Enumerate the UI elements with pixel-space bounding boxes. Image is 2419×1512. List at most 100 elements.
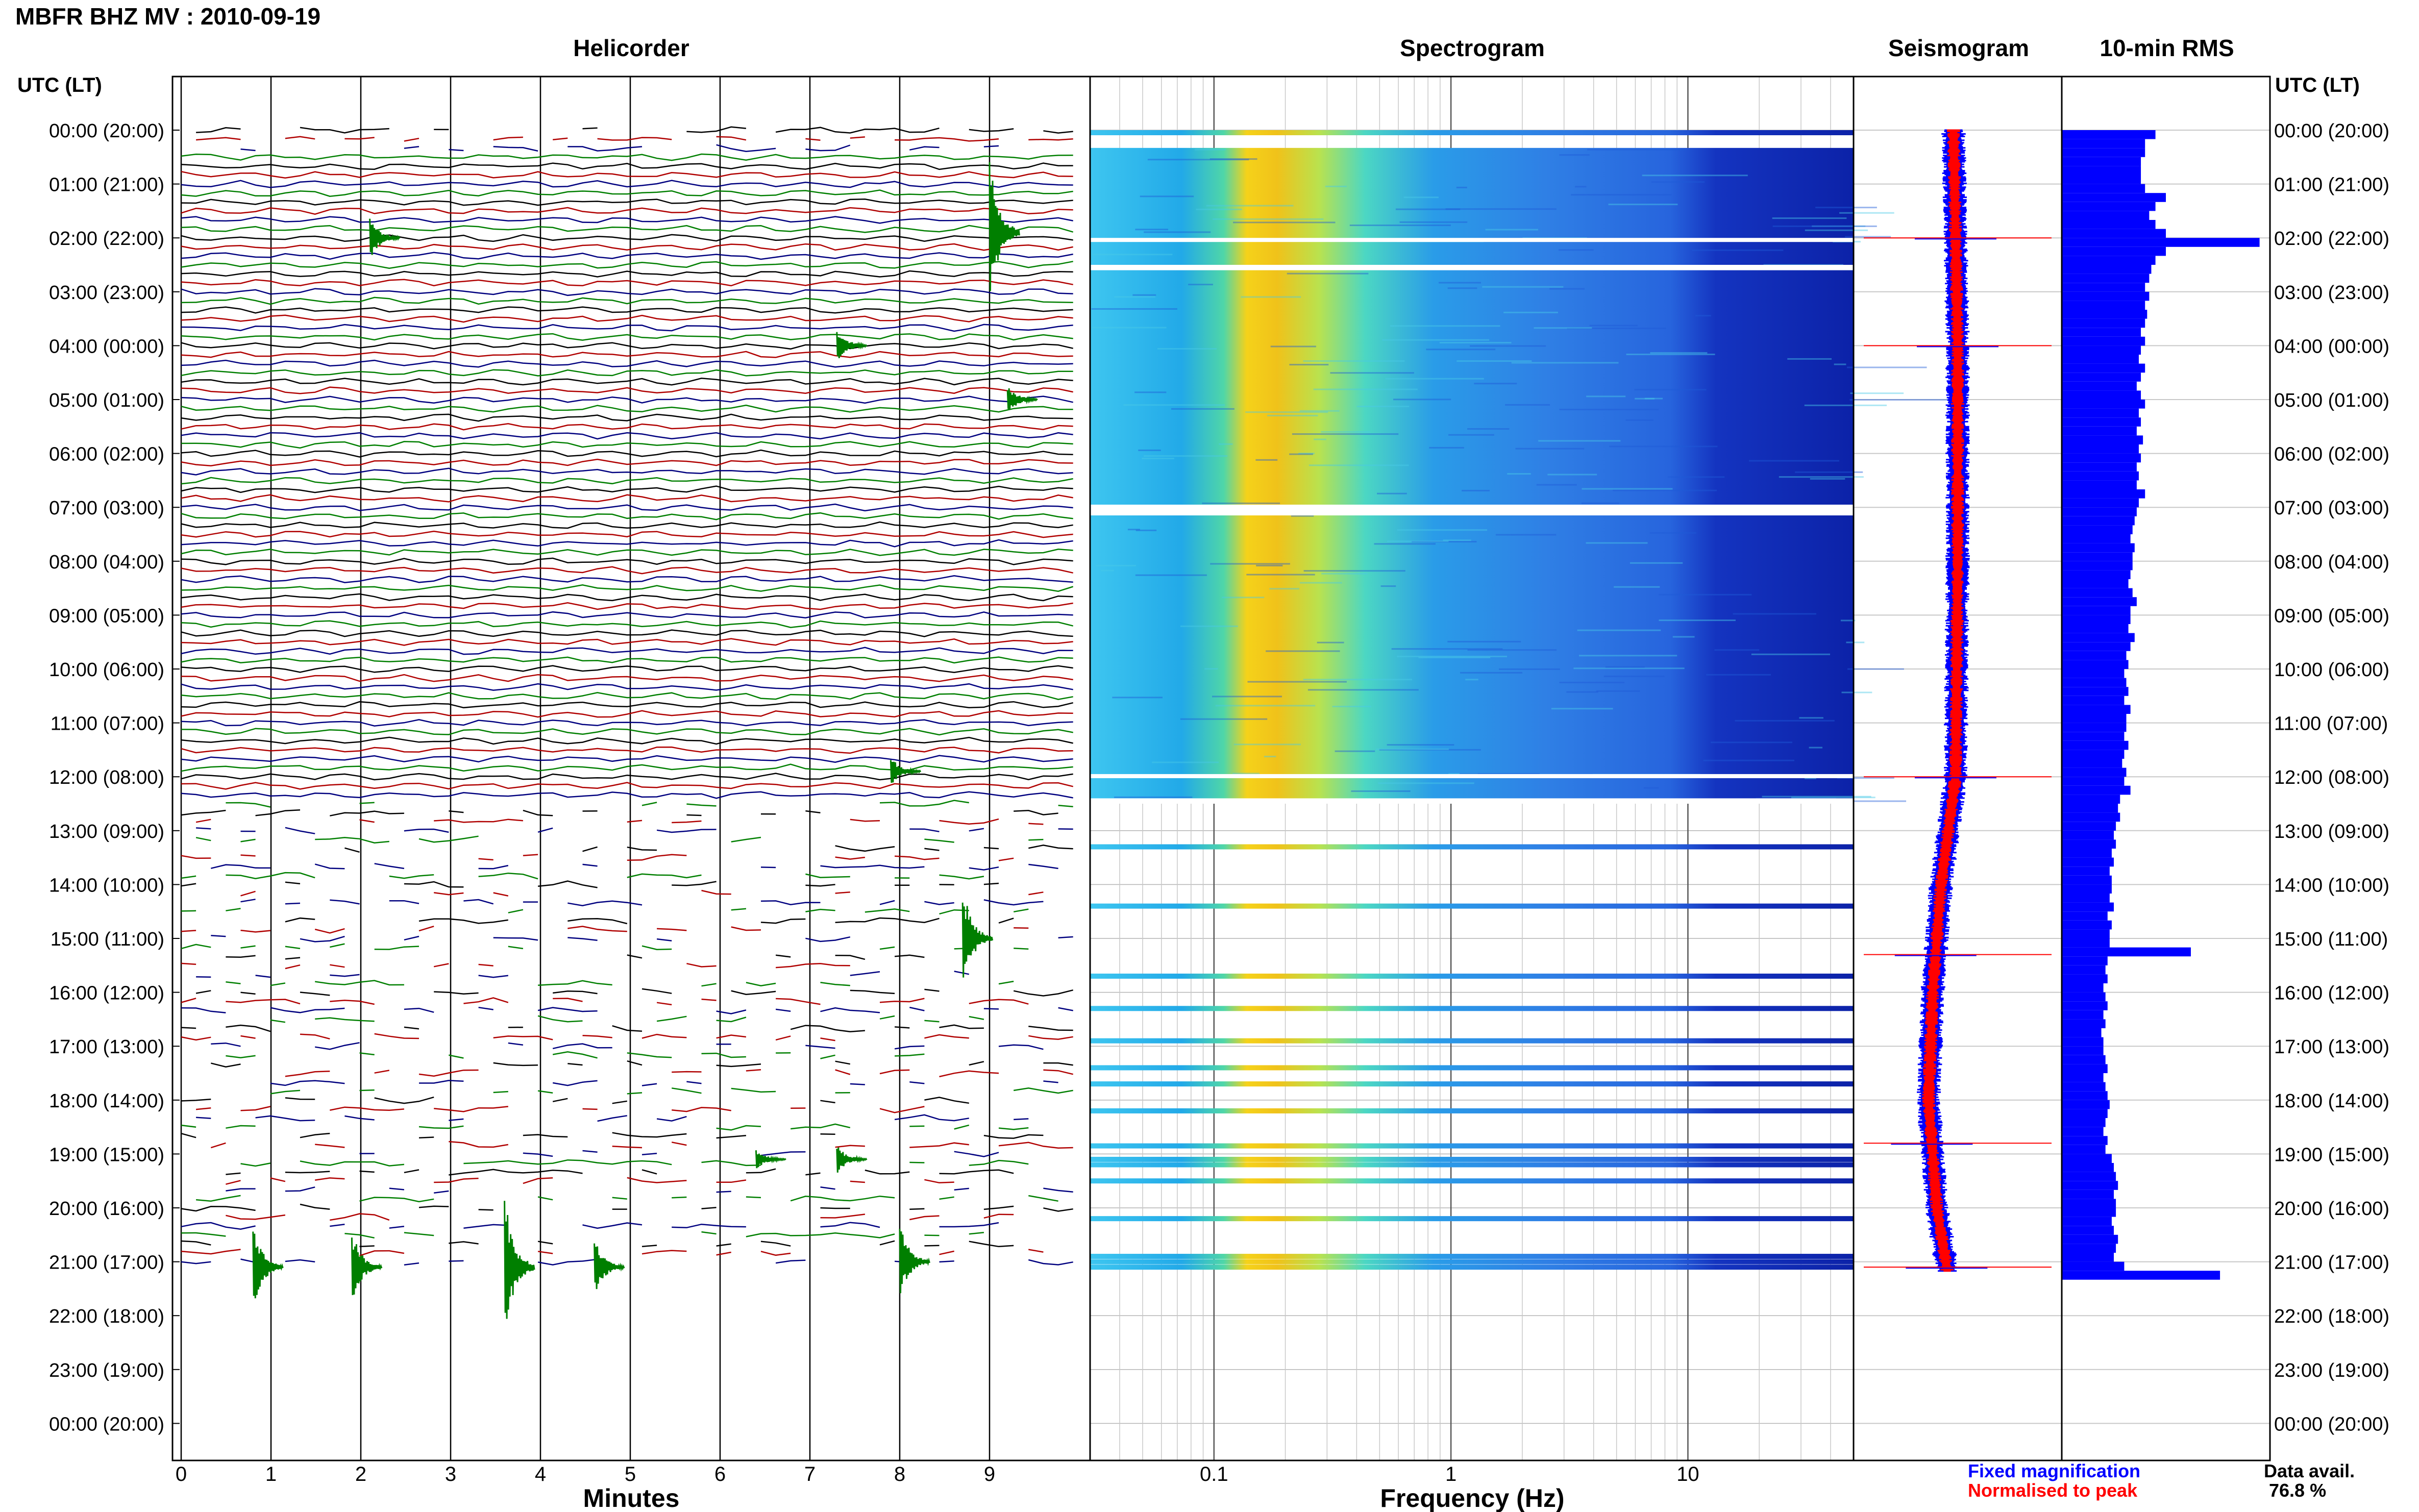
spectrogram-texture <box>1667 476 1725 478</box>
helicorder-trace <box>181 395 1073 404</box>
spectrogram-xtick-label: 1 <box>1445 1463 1457 1485</box>
time-tick-label-right: 00:00 (20:00) <box>2274 120 2389 142</box>
spectrogram-texture <box>1573 667 1685 670</box>
spectrogram-texture <box>1614 586 1660 588</box>
spectrogram-texture <box>1157 348 1217 350</box>
helicorder-trace <box>181 710 1073 718</box>
rms-bar <box>2062 507 2137 516</box>
spectrogram-texture <box>1751 653 1831 655</box>
rms-bar <box>2062 301 2145 310</box>
helicorder-trace <box>196 827 1073 834</box>
spectrogram-texture <box>1351 790 1411 792</box>
rms-bar <box>2062 875 2112 885</box>
spectrogram-texture <box>1837 777 1894 779</box>
spectrogram-texture <box>1136 529 1157 531</box>
spectrogram-texture <box>1505 404 1550 406</box>
spectrogram-texture <box>1287 272 1369 275</box>
spectrogram-texture <box>1586 542 1648 544</box>
rms-bar <box>2062 920 2112 930</box>
spectrogram-texture <box>1567 328 1666 330</box>
spectrogram-texture <box>1313 388 1418 390</box>
spectrogram-xtick-label: 0.1 <box>1200 1463 1228 1485</box>
helicorder-trace <box>285 1069 1073 1078</box>
helicorder-trace <box>181 189 1073 197</box>
spectrogram-texture <box>1651 181 1705 183</box>
helicorder-trace <box>181 629 1073 637</box>
spectrogram-texture <box>1799 717 1823 719</box>
rms-bar <box>2062 408 2139 418</box>
helicorder-trace <box>270 1087 1073 1095</box>
rms-bar <box>2062 992 2106 1002</box>
helicorder-trace <box>181 1097 1073 1103</box>
spectrogram-texture <box>1711 741 1792 743</box>
helicorder-trace <box>181 441 1073 449</box>
helicorder-trace <box>181 261 1073 269</box>
time-tick-label-left: 04:00 (00:00) <box>49 336 164 357</box>
helicorder-event <box>836 1147 868 1173</box>
rms-bar <box>2062 1082 2106 1092</box>
time-tick-label-left: 17:00 (13:00) <box>49 1036 164 1058</box>
time-tick-label-right: 14:00 (10:00) <box>2274 875 2389 896</box>
time-tick-label-right: 17:00 (13:00) <box>2274 1036 2389 1058</box>
spectrogram-texture <box>1609 445 1718 448</box>
time-tick-label-right: 20:00 (16:00) <box>2274 1198 2389 1220</box>
rms-bar <box>2062 624 2129 633</box>
spectrogram-texture <box>1613 489 1717 491</box>
helicorder-event <box>961 902 994 978</box>
spectrogram-row <box>1090 130 1854 135</box>
rms-bar <box>2062 471 2139 481</box>
spectrogram-texture <box>1232 773 1260 775</box>
rms-bar <box>2062 1261 2125 1271</box>
time-tick-label-left: 14:00 (10:00) <box>49 875 164 896</box>
rms-bar <box>2062 1001 2108 1010</box>
helicorder-trace <box>285 918 1058 924</box>
helicorder-trace <box>181 467 1073 476</box>
spectrogram-texture <box>1810 478 1845 480</box>
rms-bar <box>2062 130 2156 139</box>
time-tick-label-right: 22:00 (18:00) <box>2274 1306 2389 1327</box>
spectrogram-texture <box>1839 212 1894 214</box>
spectrogram-row <box>1090 1178 1854 1184</box>
rms-bar <box>2062 256 2156 265</box>
spectrogram-texture <box>1586 395 1626 398</box>
spectrogram-texture <box>1499 668 1560 670</box>
time-tick-label-left: 12:00 (08:00) <box>49 767 164 788</box>
helicorder-trace <box>241 899 1073 905</box>
spectrogram-texture <box>1644 398 1663 400</box>
rms-bar <box>2062 1100 2110 1109</box>
spectrogram-texture <box>1426 349 1496 351</box>
rms-bar <box>2062 894 2110 903</box>
spectrogram-texture <box>1096 564 1136 566</box>
spectrogram-texture <box>1267 414 1318 416</box>
spectrogram-texture <box>1144 231 1211 233</box>
spectrogram-texture <box>1292 433 1399 435</box>
helicorder-trace <box>181 593 1073 602</box>
time-tick-label-right: 06:00 (02:00) <box>2274 444 2389 465</box>
spectrogram-texture <box>1399 221 1468 223</box>
rms-bar <box>2062 1073 2104 1082</box>
spectrogram-texture <box>1608 204 1678 206</box>
helicorder-xtick-label: 7 <box>804 1463 816 1485</box>
spectrogram-texture <box>1630 562 1683 564</box>
rms-bar <box>2062 246 2166 256</box>
helicorder-trace <box>181 1006 1073 1014</box>
rms-bar <box>2062 1145 2106 1154</box>
spectrogram-texture <box>1772 225 1877 227</box>
time-tick-label-left: 03:00 (23:00) <box>49 282 164 304</box>
time-tick-label-left: 22:00 (18:00) <box>49 1306 164 1327</box>
spectrogram-texture <box>1147 159 1249 161</box>
spectrogram-texture <box>1266 650 1340 652</box>
spectrogram-texture <box>1142 458 1174 460</box>
spectrogram-row <box>1090 903 1854 909</box>
spectrogram-texture <box>1202 502 1280 504</box>
rms-bar <box>2062 1118 2106 1127</box>
helicorder-trace <box>196 1106 1073 1112</box>
spectrogram-texture <box>1219 443 1233 445</box>
helicorder-trace <box>181 1258 1073 1266</box>
helicorder-trace <box>181 1203 1073 1212</box>
helicorder-trace <box>181 620 1074 628</box>
helicorder-trace <box>344 845 1073 853</box>
time-tick-label-right: 02:00 (22:00) <box>2274 228 2389 250</box>
rms-bar <box>2062 1271 2220 1280</box>
spectrogram-texture <box>1850 392 1904 394</box>
